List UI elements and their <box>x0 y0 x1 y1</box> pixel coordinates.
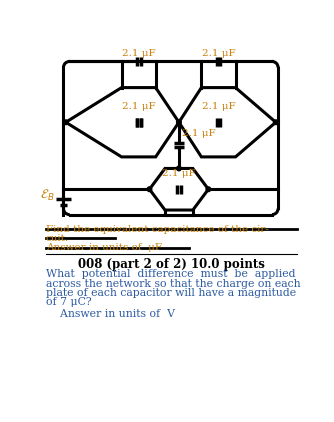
Text: across the network so that the charge on each: across the network so that the charge on… <box>46 279 300 289</box>
Circle shape <box>177 166 181 171</box>
Circle shape <box>147 187 152 192</box>
Text: Answer in units of  μF: Answer in units of μF <box>46 243 162 252</box>
Circle shape <box>177 120 181 124</box>
Text: 2.1 μF: 2.1 μF <box>122 49 155 58</box>
Text: $\mathcal{E}_B$: $\mathcal{E}_B$ <box>40 188 54 203</box>
Circle shape <box>63 120 68 124</box>
Text: 2.1 μF: 2.1 μF <box>182 129 216 138</box>
Text: of 7 μC?: of 7 μC? <box>46 297 91 307</box>
Text: 2.1 μF: 2.1 μF <box>122 103 155 111</box>
Text: 2.1 μF: 2.1 μF <box>202 103 235 111</box>
Text: Answer in units of  V: Answer in units of V <box>46 308 175 319</box>
Text: 2.1 μF: 2.1 μF <box>162 170 196 179</box>
Text: What  potential  difference  must  be  applied: What potential difference must be applie… <box>46 269 295 279</box>
Text: Find the equivalent capacitance of the cir-: Find the equivalent capacitance of the c… <box>46 225 269 234</box>
Text: plate of each capacitor will have a magnitude: plate of each capacitor will have a magn… <box>46 288 296 298</box>
Text: 008 (part 2 of 2) 10.0 points: 008 (part 2 of 2) 10.0 points <box>78 258 265 271</box>
Circle shape <box>274 120 278 124</box>
Circle shape <box>206 187 211 192</box>
Text: 2.1 μF: 2.1 μF <box>202 49 235 58</box>
Text: cuit.: cuit. <box>46 234 69 243</box>
